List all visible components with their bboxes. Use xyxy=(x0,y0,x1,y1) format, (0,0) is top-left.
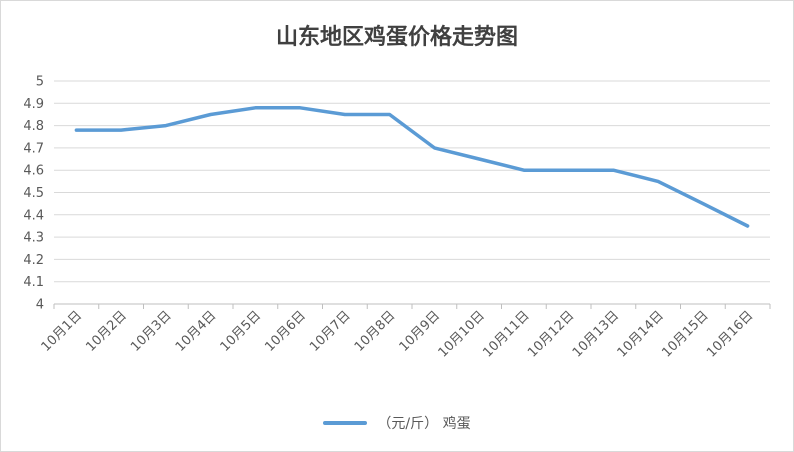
x-tick-label: 10月3日 xyxy=(128,308,175,355)
y-tick-label: 4.7 xyxy=(23,141,44,156)
y-tick-label: 4.1 xyxy=(23,275,44,290)
y-tick-label: 5 xyxy=(36,75,44,90)
x-tick-label: 10月16日 xyxy=(704,308,756,360)
y-tick-label: 4.6 xyxy=(23,164,44,179)
legend-label: （元/斤） 鸡蛋 xyxy=(377,416,471,432)
y-tick-label: 4.9 xyxy=(23,97,44,112)
x-tick-label: 10月14日 xyxy=(615,308,667,360)
x-tick-label: 10月13日 xyxy=(570,308,622,360)
x-tick-label: 10月8日 xyxy=(352,308,399,355)
x-tick-label: 10月10日 xyxy=(436,308,488,360)
series-line xyxy=(74,106,750,228)
x-tick-label: 10月7日 xyxy=(307,308,354,355)
legend-swatch xyxy=(323,421,368,425)
x-tick-label: 10月1日 xyxy=(39,308,86,355)
y-tick-label: 4.5 xyxy=(23,186,44,201)
x-tick-label: 10月11日 xyxy=(480,308,532,360)
y-tick-label: 4.2 xyxy=(23,253,44,268)
x-tick-label: 10月6日 xyxy=(262,308,309,355)
x-tick-label: 10月5日 xyxy=(218,308,265,355)
chart-title: 山东地区鸡蛋价格走势图 xyxy=(275,25,518,50)
x-tick-label: 10月15日 xyxy=(659,308,711,360)
chart-legend: （元/斤） 鸡蛋 xyxy=(1,413,793,433)
y-tick-label: 4.4 xyxy=(23,208,44,223)
x-tick-label: 10月9日 xyxy=(397,308,444,355)
y-tick-label: 4.8 xyxy=(23,119,44,134)
x-tick-label: 10月4日 xyxy=(173,308,220,355)
y-tick-label: 4.3 xyxy=(23,231,44,246)
y-tick-label: 4 xyxy=(36,298,44,313)
x-tick-label: 10月12日 xyxy=(525,308,577,360)
x-tick-label: 10月2日 xyxy=(83,308,130,355)
